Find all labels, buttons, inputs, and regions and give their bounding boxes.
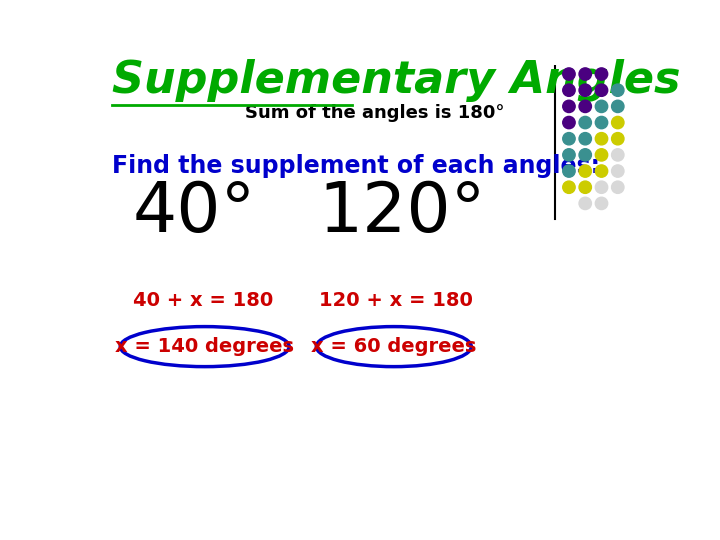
Circle shape: [595, 197, 608, 210]
Text: 40°: 40°: [132, 179, 256, 246]
Text: 120°: 120°: [319, 179, 486, 246]
Text: 120 + x = 180: 120 + x = 180: [319, 291, 472, 309]
Circle shape: [579, 84, 591, 96]
Circle shape: [563, 148, 575, 161]
Circle shape: [563, 100, 575, 112]
Text: Find the supplement of each angles:: Find the supplement of each angles:: [112, 154, 600, 178]
Circle shape: [611, 132, 624, 145]
Text: x = 140 degrees: x = 140 degrees: [115, 337, 294, 356]
Circle shape: [595, 165, 608, 177]
Circle shape: [579, 100, 591, 112]
Circle shape: [563, 132, 575, 145]
Circle shape: [579, 165, 591, 177]
Circle shape: [595, 132, 608, 145]
Circle shape: [611, 84, 624, 96]
Circle shape: [611, 117, 624, 129]
Ellipse shape: [316, 327, 472, 367]
Circle shape: [563, 165, 575, 177]
Circle shape: [563, 84, 575, 96]
Circle shape: [595, 181, 608, 193]
Circle shape: [595, 100, 608, 112]
Text: Sum of the angles is 180°: Sum of the angles is 180°: [245, 104, 505, 122]
Circle shape: [611, 148, 624, 161]
Circle shape: [595, 84, 608, 96]
Circle shape: [579, 197, 591, 210]
Text: Supplementary Angles: Supplementary Angles: [112, 59, 680, 102]
Circle shape: [595, 68, 608, 80]
Text: x = 60 degrees: x = 60 degrees: [311, 337, 477, 356]
Circle shape: [579, 181, 591, 193]
Circle shape: [611, 165, 624, 177]
Circle shape: [579, 148, 591, 161]
Circle shape: [579, 68, 591, 80]
Ellipse shape: [120, 327, 289, 367]
Text: 40 + x = 180: 40 + x = 180: [132, 291, 273, 309]
Circle shape: [611, 181, 624, 193]
Circle shape: [595, 117, 608, 129]
Circle shape: [579, 132, 591, 145]
Circle shape: [579, 117, 591, 129]
Circle shape: [595, 148, 608, 161]
Circle shape: [611, 100, 624, 112]
Circle shape: [563, 181, 575, 193]
Circle shape: [563, 68, 575, 80]
Circle shape: [563, 117, 575, 129]
